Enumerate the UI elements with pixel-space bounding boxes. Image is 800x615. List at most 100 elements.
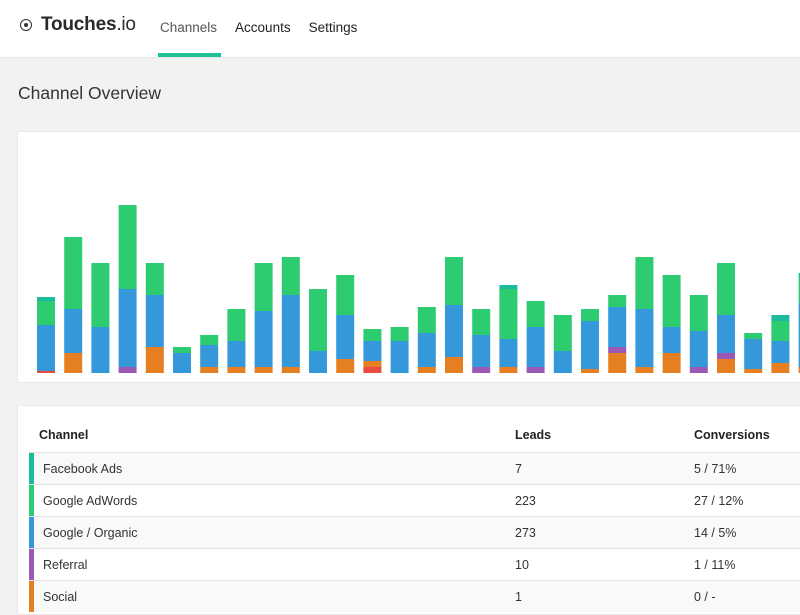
- bar-segment-referral[interactable]: [689, 367, 708, 373]
- bar-segment-google-organic[interactable]: [145, 295, 164, 347]
- bar-segment-google-organic[interactable]: [37, 325, 55, 371]
- bar-segment-google-organic[interactable]: [200, 345, 219, 367]
- bar-segment-google-adwords[interactable]: [662, 275, 681, 327]
- bar-segment-social[interactable]: [771, 363, 790, 373]
- bar-segment-google-organic[interactable]: [173, 353, 191, 373]
- bar-segment-google-organic[interactable]: [635, 309, 654, 367]
- bar-segment-social[interactable]: [363, 361, 382, 367]
- bar-segment-facebook-ads[interactable]: [798, 273, 800, 277]
- bar-segment-social[interactable]: [417, 367, 436, 373]
- bar-segment-google-adwords[interactable]: [390, 327, 409, 341]
- bar-segment-referral[interactable]: [118, 367, 137, 373]
- bar-segment-google-organic[interactable]: [662, 327, 681, 353]
- bar-segment-social[interactable]: [281, 367, 300, 373]
- bar-segment-referral[interactable]: [717, 353, 735, 359]
- bar-segment-google-organic[interactable]: [91, 327, 110, 373]
- tab-settings[interactable]: Settings: [308, 20, 358, 35]
- bar-segment-google-organic[interactable]: [309, 351, 327, 373]
- bar-segment-google-organic[interactable]: [417, 333, 436, 367]
- brand-logo[interactable]: Touches.io: [20, 14, 136, 36]
- bar-segment-google-adwords[interactable]: [608, 295, 627, 307]
- bar-segment-google-organic[interactable]: [336, 315, 355, 359]
- bar-segment-google-organic[interactable]: [445, 305, 463, 357]
- bar-segment-google-adwords[interactable]: [798, 277, 800, 303]
- bar-segment-referral[interactable]: [472, 367, 491, 373]
- bar-segment-google-adwords[interactable]: [254, 263, 273, 311]
- bar-segment-google-adwords[interactable]: [553, 315, 572, 351]
- bar-segment-google-adwords[interactable]: [309, 289, 327, 351]
- table-row[interactable]: Facebook Ads 7 5 / 71%: [29, 452, 800, 484]
- bar-segment-google-organic[interactable]: [64, 309, 83, 353]
- bar-segment-google-organic[interactable]: [281, 295, 300, 367]
- bar-segment-google-organic[interactable]: [717, 315, 735, 353]
- bar-segment-google-adwords[interactable]: [689, 295, 708, 331]
- bar-segment-google-adwords[interactable]: [227, 309, 246, 341]
- bar-segment-social[interactable]: [581, 369, 599, 373]
- bar-segment-google-organic[interactable]: [363, 341, 382, 361]
- bar-segment-google-adwords[interactable]: [64, 237, 83, 309]
- bar-segment-social[interactable]: [254, 367, 273, 373]
- bar-segment-google-organic[interactable]: [553, 351, 572, 373]
- bar-segment-google-adwords[interactable]: [118, 205, 137, 289]
- bar-segment-google-adwords[interactable]: [744, 333, 763, 339]
- bar-segment-google-organic[interactable]: [526, 327, 545, 367]
- bar-segment-google-adwords[interactable]: [336, 275, 355, 315]
- bar-segment-facebook-ads[interactable]: [499, 285, 518, 289]
- bar-segment-google-organic[interactable]: [499, 339, 518, 367]
- bar-segment-google-adwords[interactable]: [281, 257, 300, 295]
- table-row[interactable]: Google AdWords 223 27 / 12%: [29, 484, 800, 516]
- bar-segment-social[interactable]: [717, 359, 735, 373]
- bar-segment-google-organic[interactable]: [472, 335, 491, 367]
- table-row[interactable]: Google / Organic 273 14 / 5%: [29, 516, 800, 548]
- bar-segment-google-adwords[interactable]: [472, 309, 491, 335]
- bar-segment-google-organic[interactable]: [689, 331, 708, 367]
- bar-segment-referral[interactable]: [526, 367, 545, 373]
- bar-segment-social[interactable]: [608, 353, 627, 373]
- table-row[interactable]: Referral 10 1 / 11%: [29, 548, 800, 580]
- bar-segment-google-organic[interactable]: [118, 289, 137, 367]
- bar-segment-google-adwords[interactable]: [173, 347, 191, 353]
- bar-segment-other[interactable]: [37, 371, 55, 373]
- bar-segment-google-adwords[interactable]: [771, 321, 790, 341]
- tab-accounts[interactable]: Accounts: [235, 20, 291, 35]
- bar-segment-google-organic[interactable]: [771, 341, 790, 363]
- bar-segment-google-adwords[interactable]: [200, 335, 219, 345]
- bar-segment-google-organic[interactable]: [581, 321, 599, 369]
- bar-segment-social[interactable]: [200, 367, 219, 373]
- bar-segment-facebook-ads[interactable]: [771, 315, 790, 321]
- bar-segment-google-adwords[interactable]: [145, 263, 164, 295]
- bar-segment-social[interactable]: [145, 347, 164, 373]
- bar-segment-google-organic[interactable]: [390, 341, 409, 373]
- bar-segment-social[interactable]: [744, 369, 763, 373]
- bar-segment-google-adwords[interactable]: [635, 257, 654, 309]
- bar-segment-social[interactable]: [499, 367, 518, 373]
- bar-segment-google-adwords[interactable]: [526, 301, 545, 327]
- bar-segment-social[interactable]: [336, 359, 355, 373]
- column-header-conversions[interactable]: Conversions: [694, 428, 770, 442]
- bar-segment-social[interactable]: [227, 367, 246, 373]
- bar-segment-other[interactable]: [363, 367, 382, 373]
- bar-segment-facebook-ads[interactable]: [37, 297, 55, 301]
- bar-segment-google-adwords[interactable]: [581, 309, 599, 321]
- column-header-channel[interactable]: Channel: [39, 428, 89, 442]
- bar-segment-google-adwords[interactable]: [417, 307, 436, 333]
- tab-channels[interactable]: Channels: [157, 0, 222, 57]
- bar-segment-social[interactable]: [445, 357, 463, 373]
- bar-segment-google-organic[interactable]: [227, 341, 246, 367]
- bar-segment-google-organic[interactable]: [254, 311, 273, 367]
- bar-segment-social[interactable]: [798, 367, 800, 373]
- bar-segment-google-adwords[interactable]: [499, 289, 518, 339]
- bar-segment-social[interactable]: [635, 367, 654, 373]
- bar-segment-google-organic[interactable]: [744, 339, 763, 369]
- table-row[interactable]: Social 1 0 / -: [29, 580, 800, 612]
- bar-segment-google-adwords[interactable]: [37, 301, 55, 325]
- column-header-leads[interactable]: Leads: [515, 428, 552, 442]
- bar-segment-google-adwords[interactable]: [445, 257, 463, 305]
- bar-segment-social[interactable]: [662, 353, 681, 373]
- bar-segment-google-adwords[interactable]: [363, 329, 382, 341]
- bar-segment-google-adwords[interactable]: [717, 263, 735, 315]
- bar-segment-google-organic[interactable]: [798, 303, 800, 367]
- bar-segment-referral[interactable]: [608, 347, 627, 353]
- bar-segment-social[interactable]: [64, 353, 83, 373]
- bar-segment-google-adwords[interactable]: [91, 263, 110, 327]
